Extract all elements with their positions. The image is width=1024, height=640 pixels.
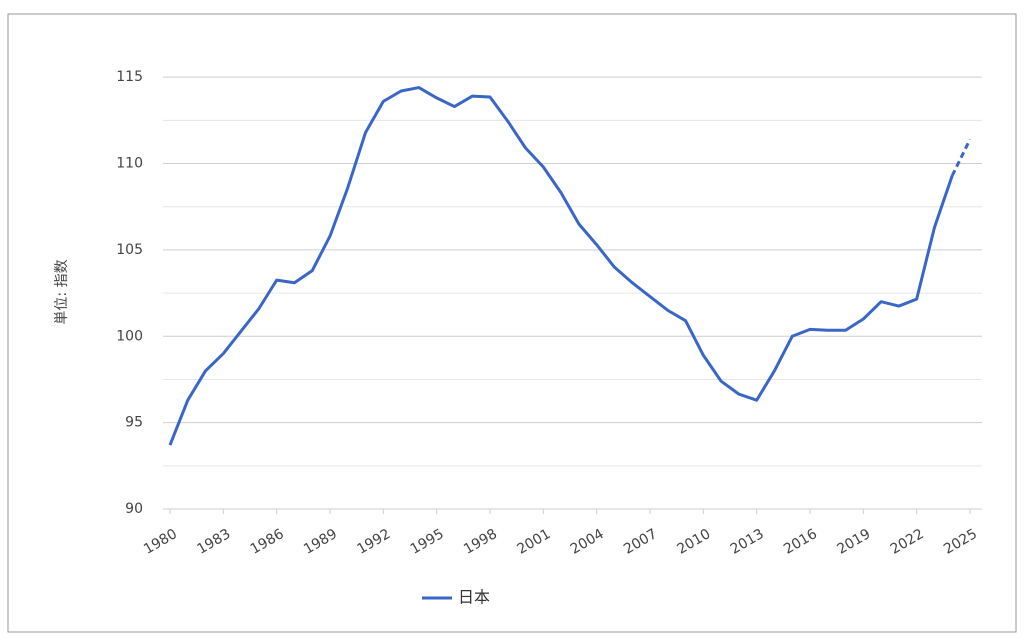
line-series bbox=[168, 86, 954, 446]
line-series-dashed bbox=[950, 138, 972, 177]
y-tick-label: 110 bbox=[116, 156, 143, 172]
y-axis-label: 単位: 指数 bbox=[54, 259, 70, 324]
y-tick-label: 105 bbox=[116, 242, 143, 258]
y-tick-label: 95 bbox=[125, 415, 143, 431]
y-tick-label: 115 bbox=[116, 69, 143, 85]
chart-frame bbox=[7, 13, 1017, 633]
legend-label: 日本 bbox=[458, 588, 490, 607]
y-tick-label: 90 bbox=[125, 501, 143, 517]
y-tick-label: 100 bbox=[116, 328, 143, 344]
